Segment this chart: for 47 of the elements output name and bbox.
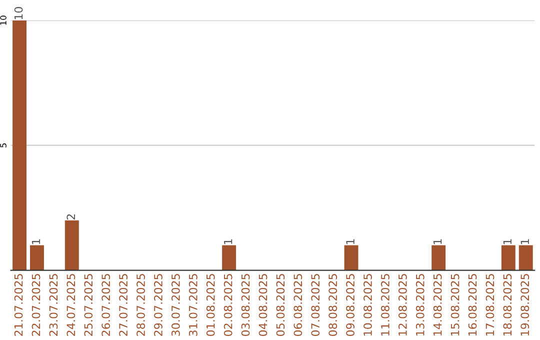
x-tick-label: 14.08.2025 (433, 274, 442, 336)
y-tick-label: 5 (0, 143, 6, 148)
x-tick-label: 26.07.2025 (102, 274, 110, 336)
x-tick-label: 25.07.2025 (84, 274, 93, 336)
data-label: 1 (224, 239, 232, 244)
x-tick-label: 16.08.2025 (468, 274, 477, 336)
x-tick-label: 12.08.2025 (398, 274, 407, 336)
x-tick-label: 03.08.2025 (241, 274, 250, 336)
x-tick-label: 27.07.2025 (119, 274, 128, 336)
x-tick-label: 30.07.2025 (171, 274, 180, 336)
x-tick-label: 13.08.2025 (416, 274, 424, 336)
x-tick-label: 06.08.2025 (294, 274, 302, 336)
data-label: 10 (14, 7, 23, 20)
data-label: 1 (32, 239, 40, 244)
bar (501, 245, 516, 270)
data-label: 2 (66, 214, 75, 220)
x-tick-label: 23.07.2025 (49, 274, 58, 336)
x-tick-label: 24.07.2025 (66, 274, 76, 336)
data-label: 1 (503, 239, 512, 244)
x-tick-label: 10.08.2025 (364, 274, 372, 336)
x-tick-label: 05.08.2025 (276, 274, 285, 336)
x-tick-label: 08.08.2025 (328, 274, 338, 336)
x-tick-label: 18.08.2025 (503, 274, 512, 336)
bar (518, 245, 533, 270)
x-tick-label: 29.07.2025 (154, 274, 162, 336)
x-tick-label: 04.08.2025 (258, 274, 268, 336)
bar (432, 245, 446, 270)
x-tick-label: 07.08.2025 (311, 274, 320, 336)
x-tick-label: 15.08.2025 (450, 274, 460, 336)
x-tick-label: 01.08.2025 (206, 274, 215, 336)
x-tick-label: 21.07.2025 (14, 274, 23, 336)
bar (64, 220, 79, 270)
bar (12, 20, 27, 270)
bar (344, 245, 358, 270)
x-tick-label: 31.07.2025 (188, 274, 198, 336)
x-tick-label: 09.08.2025 (346, 274, 354, 336)
x-tick-label: 28.07.2025 (136, 274, 145, 336)
data-label: 1 (346, 239, 354, 244)
bar (222, 245, 236, 270)
data-label: 1 (520, 239, 529, 244)
x-tick-label: 02.08.2025 (224, 274, 232, 336)
x-tick-label: 19.08.2025 (520, 274, 530, 336)
data-label: 1 (434, 239, 442, 244)
bar (30, 245, 44, 270)
x-tick-label: 17.08.2025 (486, 274, 494, 336)
x-tick-label: 22.07.2025 (32, 274, 40, 336)
x-tick-label: 11.08.2025 (381, 274, 390, 336)
